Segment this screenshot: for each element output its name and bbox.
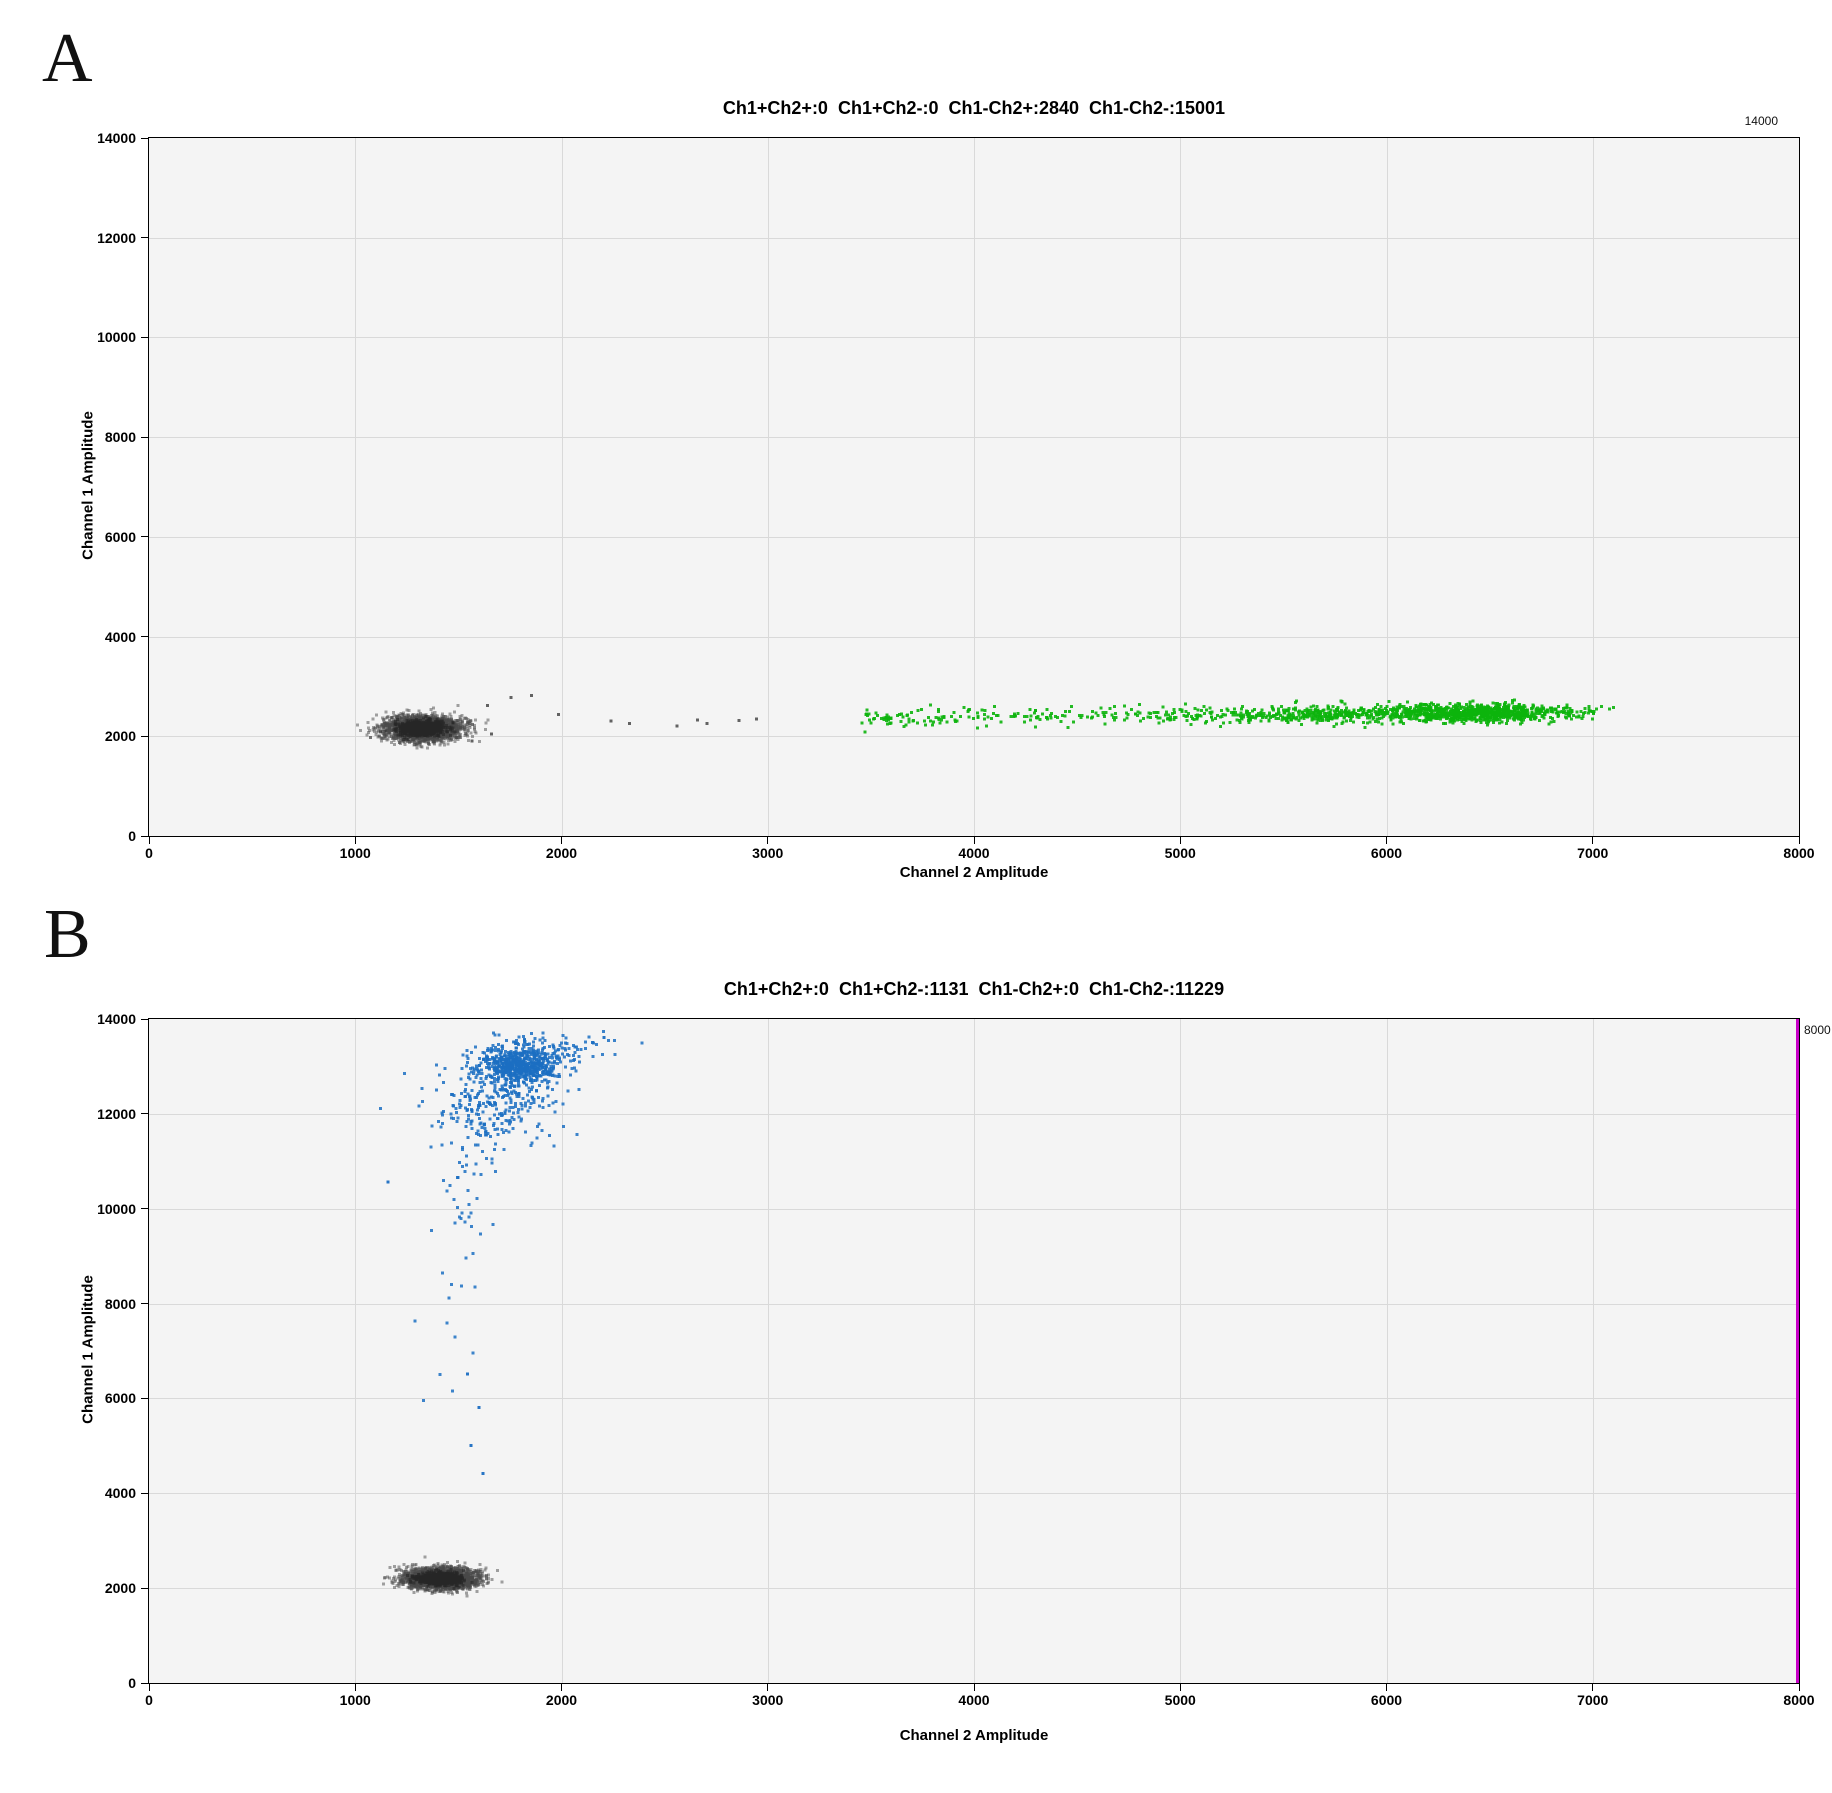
y-tick-label: 8000 <box>104 1295 136 1312</box>
y-tick-mark <box>141 835 148 837</box>
plot-title-b: Ch1+Ch2+:0 Ch1+Ch2-:1131 Ch1-Ch2+:0 Ch1-… <box>723 979 1225 999</box>
x-tick-mark <box>973 1684 975 1691</box>
y-tick-label: 2000 <box>104 728 136 745</box>
x-tick-mark <box>1798 837 1800 844</box>
y-tick-label: 14000 <box>97 1011 136 1027</box>
y-tick-mark <box>141 1303 148 1305</box>
x-tick-mark <box>561 1684 562 1691</box>
y-tick-label: 8000 <box>104 429 136 446</box>
y-tick-mark <box>141 1587 148 1589</box>
x-tick-label: 5000 <box>1164 845 1196 861</box>
cluster-negative-stragglers <box>470 693 758 743</box>
plot-area-a <box>148 137 1800 837</box>
scatter-canvas-a <box>149 138 1799 836</box>
y-tick-mark <box>141 1113 148 1115</box>
x-tick-mark <box>1386 1684 1387 1691</box>
x-tick-mark <box>148 837 150 844</box>
x-tick-label: 4000 <box>958 845 990 861</box>
y-tick-mark <box>141 636 148 638</box>
x-tick-mark <box>1179 1684 1181 1691</box>
x-tick-mark <box>561 837 562 844</box>
x-tick-mark <box>354 837 356 844</box>
x-tick-label: 5000 <box>1164 1692 1196 1708</box>
plot-area-b <box>148 1018 1800 1684</box>
x-tick-label: 3000 <box>752 845 784 861</box>
cluster-negative-droplets-core <box>405 1567 474 1591</box>
y-tick-label: 12000 <box>97 229 136 246</box>
scatter-canvas-b <box>149 1019 1799 1683</box>
y-tick-label: 6000 <box>104 528 136 545</box>
y-axis-label-b: Channel 1 Amplitude <box>79 1275 97 1424</box>
cluster-ch2-positive-droplets <box>860 698 1615 734</box>
x-tick-label: 0 <box>145 845 153 861</box>
x-tick-label: 4000 <box>958 1692 990 1708</box>
x-tick-label: 2000 <box>545 845 578 861</box>
x-tick-label: 3000 <box>752 1692 784 1708</box>
cluster-ch1-positive-droplets <box>379 1029 644 1402</box>
y-tick-mark <box>141 1397 148 1399</box>
y-tick-mark <box>141 1492 148 1494</box>
y-tick-mark <box>141 536 148 538</box>
y-tick-label: 10000 <box>97 1200 136 1217</box>
y-axis-label-a: Channel 1 Amplitude <box>79 411 97 560</box>
right-axis-threshold-line <box>1796 1019 1799 1683</box>
cluster-ch1-positive-stragglers <box>386 1036 606 1475</box>
y-tick-label: 0 <box>128 1675 136 1691</box>
y-tick-mark <box>141 1682 148 1684</box>
x-tick-mark <box>1179 837 1181 844</box>
x-tick-mark <box>148 1684 150 1691</box>
panel-label-a: A <box>42 20 93 97</box>
axis-max-label-b: 8000 <box>1804 1023 1831 1037</box>
x-tick-label: 1000 <box>339 1692 371 1708</box>
y-tick-label: 12000 <box>97 1105 136 1122</box>
plot-title-a: Ch1+Ch2+:0 Ch1+Ch2-:0 Ch1-Ch2+:2840 Ch1-… <box>722 98 1226 118</box>
x-axis-label-b: Channel 2 Amplitude <box>899 1727 1049 1744</box>
y-tick-label: 0 <box>128 828 136 844</box>
y-tick-mark <box>141 237 148 239</box>
x-tick-mark <box>767 837 769 844</box>
x-tick-label: 6000 <box>1370 845 1403 861</box>
x-tick-label: 8000 <box>1783 845 1815 861</box>
y-tick-label: 14000 <box>97 130 136 146</box>
x-tick-label: 7000 <box>1577 845 1609 861</box>
y-tick-mark <box>141 137 148 139</box>
y-tick-label: 2000 <box>104 1580 136 1597</box>
x-tick-label: 7000 <box>1577 1692 1609 1708</box>
y-tick-label: 10000 <box>97 329 136 346</box>
x-tick-label: 1000 <box>339 845 371 861</box>
x-tick-label: 6000 <box>1370 1692 1403 1708</box>
y-tick-label: 4000 <box>104 628 136 645</box>
x-tick-mark <box>1592 1684 1594 1691</box>
x-axis-label-a: Channel 2 Amplitude <box>899 864 1049 881</box>
y-tick-label: 6000 <box>104 1390 136 1407</box>
cluster-negative-droplets-core <box>379 715 457 742</box>
x-tick-mark <box>354 1684 356 1691</box>
y-tick-mark <box>141 735 148 737</box>
x-tick-mark <box>767 1684 769 1691</box>
y-tick-label: 4000 <box>104 1485 136 1502</box>
x-tick-mark <box>1798 1684 1800 1691</box>
y-tick-mark <box>141 1018 148 1020</box>
x-tick-mark <box>1592 837 1594 844</box>
y-tick-mark <box>141 436 148 438</box>
y-tick-mark <box>141 1208 148 1210</box>
x-tick-label: 2000 <box>545 1692 578 1708</box>
x-tick-label: 0 <box>145 1692 153 1708</box>
x-tick-label: 8000 <box>1783 1692 1815 1708</box>
panel-label-b: B <box>44 896 91 973</box>
axis-max-label-a: 14000 <box>1744 114 1778 128</box>
x-tick-mark <box>973 837 975 844</box>
x-tick-mark <box>1386 837 1387 844</box>
y-tick-mark <box>141 336 148 338</box>
